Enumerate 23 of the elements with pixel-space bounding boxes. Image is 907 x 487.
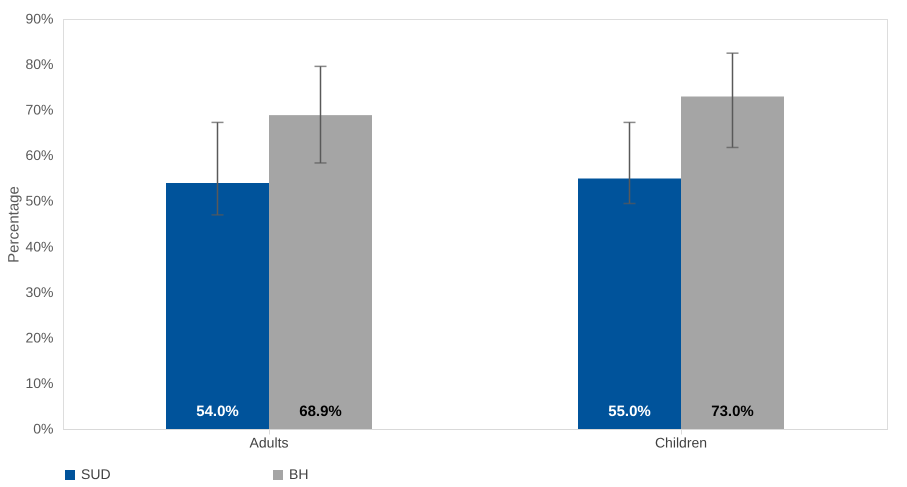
bar	[166, 183, 269, 429]
y-tick-label: 80%	[25, 56, 54, 72]
y-tick-label: 90%	[25, 10, 54, 26]
data-label: 73.0%	[711, 403, 754, 420]
x-tick-label: Children	[654, 434, 708, 450]
x-tick-label: Adults	[250, 434, 288, 450]
bar	[578, 178, 681, 429]
y-tick-label: 50%	[25, 192, 54, 209]
legend-label: SUD	[81, 466, 111, 482]
bar	[681, 96, 784, 429]
data-label: 55.0%	[608, 403, 651, 420]
y-tick-label: 40%	[25, 238, 54, 254]
y-tick-label: 60%	[25, 147, 54, 164]
legend-label: BH	[289, 466, 308, 482]
data-label: 68.9%	[299, 403, 342, 420]
y-tick-label: 70%	[25, 102, 54, 118]
y-axis-title: Percentage	[5, 186, 22, 263]
data-label: 54.0%	[196, 403, 239, 420]
y-tick-label: 10%	[25, 374, 54, 391]
y-tick-label: 30%	[25, 284, 54, 300]
bar	[269, 115, 372, 429]
y-tick-label: 0%	[33, 420, 54, 436]
y-tick-label: 20%	[25, 329, 54, 346]
